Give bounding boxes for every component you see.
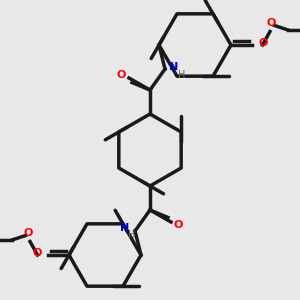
Text: O: O <box>24 229 33 238</box>
Text: H: H <box>178 70 185 80</box>
Text: N: N <box>169 62 178 73</box>
Text: O: O <box>258 38 267 49</box>
Text: H: H <box>128 230 136 241</box>
Text: O: O <box>117 70 126 80</box>
Text: N: N <box>120 223 129 233</box>
Text: O: O <box>174 220 183 230</box>
Text: O: O <box>33 248 42 259</box>
Text: O: O <box>267 19 276 28</box>
